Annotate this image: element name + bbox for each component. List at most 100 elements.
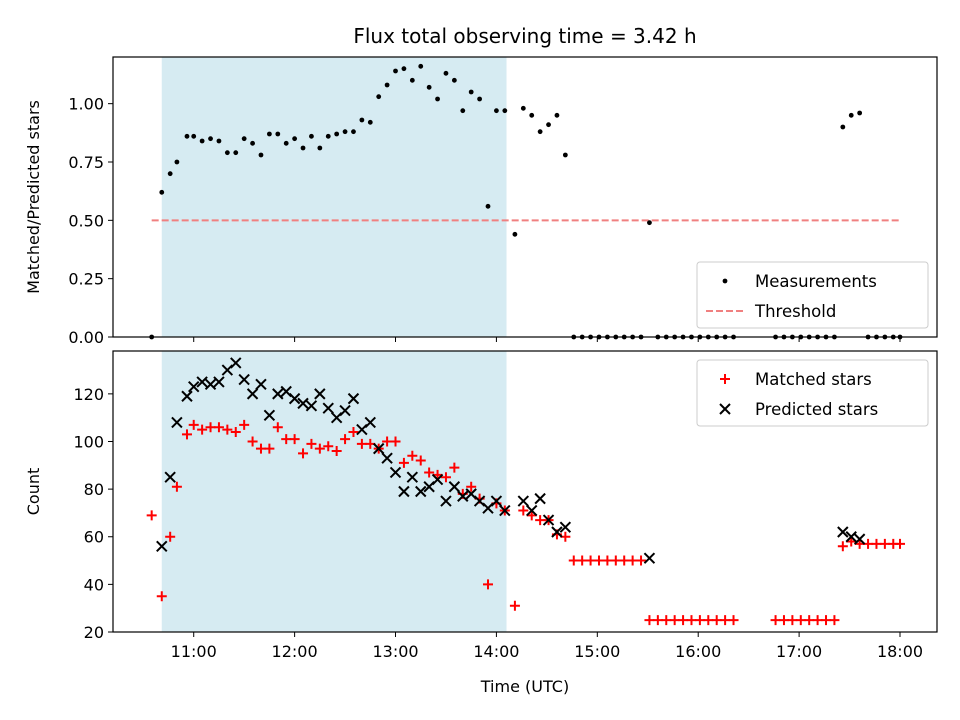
- data-point: [165, 531, 176, 542]
- data-point: [512, 231, 518, 237]
- legend-label: Threshold: [754, 302, 836, 321]
- y-tick-label: 40: [84, 575, 104, 594]
- data-point: [457, 490, 469, 502]
- data-point: [526, 504, 538, 517]
- data-point: [250, 140, 255, 146]
- y-tick-label: 60: [84, 528, 104, 547]
- data-point: [156, 540, 168, 552]
- data-point: [281, 434, 292, 445]
- data-point: [238, 373, 250, 386]
- data-point: [309, 133, 314, 139]
- data-point: [222, 424, 233, 435]
- legend-label: Measurements: [755, 272, 877, 291]
- data-point: [197, 424, 208, 435]
- data-point: [440, 495, 452, 507]
- data-point: [499, 504, 511, 517]
- data-point: [393, 68, 398, 74]
- data-point: [205, 422, 216, 433]
- data-point: [364, 416, 376, 429]
- legend-box: [696, 359, 929, 427]
- data-point: [171, 416, 183, 429]
- data-point: [562, 152, 568, 158]
- y-tick-label: 120: [73, 385, 104, 404]
- data-point: [602, 555, 613, 566]
- data-point: [846, 536, 857, 547]
- data-point: [449, 462, 460, 473]
- data-point: [356, 438, 367, 449]
- data-point: [517, 495, 530, 507]
- x-tick-label: 13:00: [372, 642, 418, 661]
- data-point: [440, 472, 451, 483]
- data-point: [263, 409, 276, 422]
- data-point: [661, 615, 672, 626]
- data-point: [431, 473, 444, 486]
- y-tick-label: 0.25: [68, 270, 104, 289]
- chart-title: Flux total observing time = 3.42 h: [353, 24, 696, 48]
- data-point: [266, 131, 272, 137]
- legend-marker: [720, 374, 730, 384]
- data-point: [787, 615, 798, 626]
- data-point: [224, 150, 230, 156]
- data-point: [297, 397, 309, 410]
- data-point: [711, 615, 722, 626]
- data-point: [382, 436, 393, 447]
- data-point: [367, 119, 373, 125]
- data-point: [415, 455, 426, 466]
- data-point: [821, 615, 832, 626]
- data-point: [619, 555, 630, 566]
- axes-frame: [112, 56, 938, 338]
- y-tick-label: 0.00: [68, 328, 104, 347]
- data-point: [233, 150, 239, 156]
- x-tick-label: 15:00: [574, 642, 620, 661]
- data-point: [585, 555, 596, 566]
- data-point: [529, 112, 535, 118]
- data-point: [255, 378, 267, 391]
- x-tick-label: 11:00: [171, 642, 217, 661]
- x-tick-label: 16:00: [675, 642, 721, 661]
- y-tick-label: 0.50: [68, 211, 104, 230]
- data-point: [568, 555, 579, 566]
- data-point: [325, 133, 331, 139]
- data-point: [686, 615, 697, 626]
- data-point: [534, 492, 546, 505]
- legend-box: [696, 261, 929, 329]
- data-point: [213, 376, 225, 388]
- data-point: [837, 526, 849, 538]
- legend-marker: [722, 278, 728, 284]
- data-point: [164, 471, 176, 483]
- data-point: [857, 110, 863, 116]
- data-point: [323, 441, 334, 452]
- data-point: [241, 136, 247, 142]
- data-point: [647, 220, 652, 226]
- series-matched-stars: [146, 419, 906, 626]
- data-point: [191, 133, 197, 139]
- y-axis-label: Count: [24, 468, 43, 516]
- data-point: [526, 510, 537, 521]
- x-tick-label: 18:00: [877, 642, 923, 661]
- data-point: [770, 615, 781, 626]
- y-axis-label: Matched/Predicted stars: [24, 100, 43, 294]
- data-point: [314, 443, 325, 454]
- data-point: [247, 436, 258, 447]
- data-point: [728, 615, 739, 626]
- data-point: [518, 505, 529, 516]
- data-point: [415, 485, 427, 498]
- data-point: [255, 443, 266, 454]
- data-point: [376, 94, 382, 100]
- data-point: [239, 419, 250, 430]
- data-point: [409, 77, 415, 83]
- data-point: [840, 124, 846, 130]
- data-point: [448, 481, 461, 493]
- data-point: [188, 381, 200, 393]
- data-point: [167, 171, 173, 177]
- data-point: [272, 388, 284, 400]
- data-point: [275, 131, 281, 137]
- legend: Measurements Threshold: [696, 261, 929, 329]
- data-point: [812, 615, 823, 626]
- data-point: [853, 533, 866, 545]
- data-point: [171, 481, 182, 492]
- data-point: [879, 538, 890, 549]
- data-point: [317, 145, 323, 151]
- data-point: [204, 378, 217, 391]
